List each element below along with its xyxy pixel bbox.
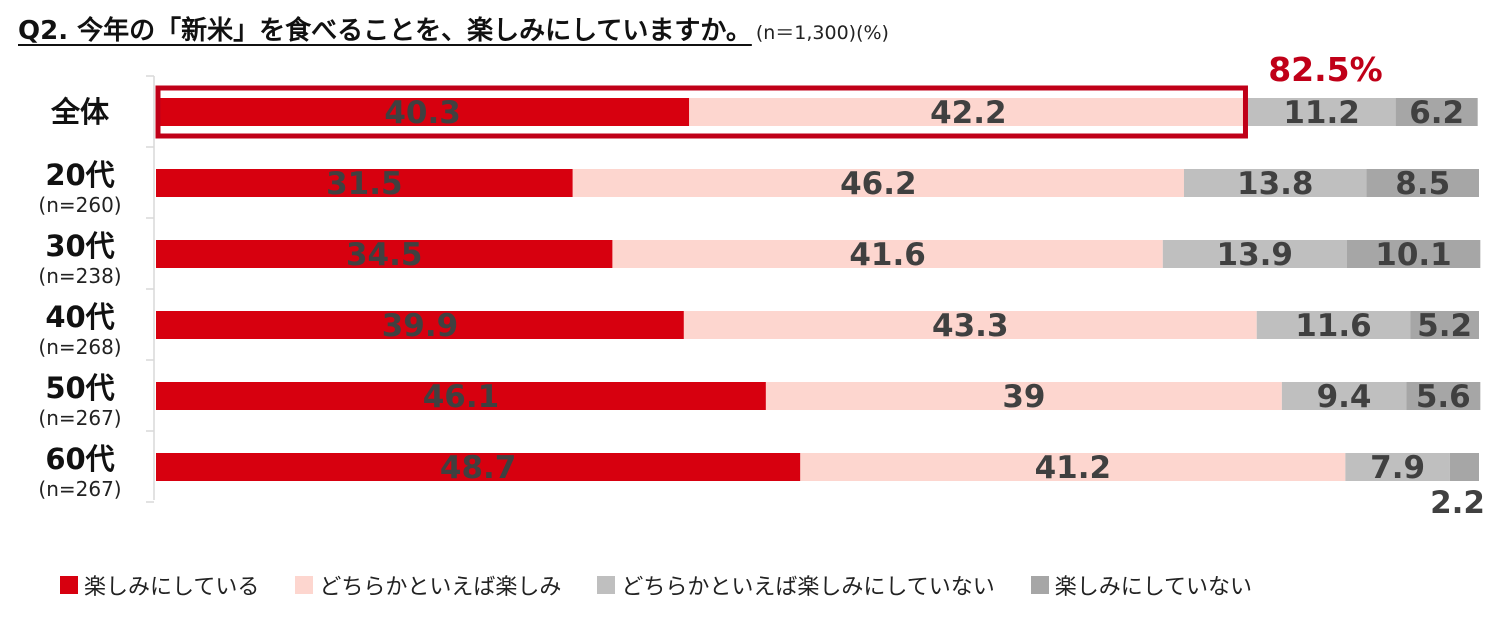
data-label: 9.4 <box>1317 379 1372 415</box>
chart-legend: 楽しみにしている どちらかといえば楽しみ どちらかといえば楽しみにしていない 楽しみに… <box>60 568 1288 602</box>
legend-swatch <box>597 576 616 594</box>
data-label: 5.2 <box>1417 308 1472 344</box>
category-sample-size: (n=238) <box>38 264 121 288</box>
category-label: 20代 <box>45 158 114 192</box>
legend-item: どちらかといえば楽しみにしていない <box>597 569 995 601</box>
legend-label: 楽しみにしていない <box>1054 575 1253 600</box>
bar-segment <box>1183 169 1367 197</box>
highlight-box <box>155 85 1248 139</box>
data-label: 39 <box>1002 379 1045 415</box>
data-label: 34.5 <box>346 237 423 273</box>
category-sample-size: (n=267) <box>38 477 121 501</box>
bar-segment <box>156 311 684 339</box>
chart-title: Q2. 今年の「新米」を食べることを、楽しみにしていますか。 <box>18 16 752 46</box>
legend-label: どちらかといえば楽しみ <box>319 575 562 600</box>
category-label: 30代 <box>45 229 114 263</box>
bar-segment <box>1410 311 1479 339</box>
data-label: 5.6 <box>1416 379 1471 415</box>
bar-segment <box>1256 311 1411 339</box>
category-label: 60代 <box>45 442 114 476</box>
bar-segment <box>156 453 801 481</box>
data-label: 46.2 <box>840 166 917 202</box>
data-label: 11.6 <box>1295 308 1372 344</box>
bar-segment <box>156 169 573 197</box>
highlight-total-label: 82.5% <box>1268 50 1383 89</box>
data-label: 11.2 <box>1283 95 1360 131</box>
legend-swatch <box>295 576 314 594</box>
bar-segment <box>1449 453 1479 481</box>
data-label: 48.7 <box>440 450 517 486</box>
data-label: 13.9 <box>1217 237 1294 273</box>
data-label: 40.3 <box>384 95 461 131</box>
legend-label: どちらかといえば楽しみにしていない <box>621 575 995 600</box>
bar-segment <box>1345 453 1450 481</box>
legend-item: 楽しみにしている <box>60 569 259 601</box>
bar-segment <box>1406 382 1481 410</box>
data-label: 2.2 <box>1430 485 1485 521</box>
category-sample-size: (n=260) <box>38 193 121 217</box>
data-label: 41.6 <box>849 237 926 273</box>
bar-segment <box>156 98 690 126</box>
bar-segment <box>612 240 1163 268</box>
bar-segment <box>765 382 1282 410</box>
legend-item: どちらかといえば楽しみ <box>295 569 561 601</box>
legend-label: 楽しみにしている <box>84 575 260 600</box>
sample-size-note: (n＝1,300)(%) <box>755 22 889 44</box>
bar-segment <box>156 382 766 410</box>
data-label: 8.5 <box>1395 166 1450 202</box>
data-label: 13.8 <box>1237 166 1314 202</box>
data-label: 6.2 <box>1409 95 1464 131</box>
data-label: 10.1 <box>1375 237 1452 273</box>
category-label: 50代 <box>45 371 114 405</box>
bar-segment <box>1395 98 1478 126</box>
legend-swatch <box>1030 576 1049 594</box>
bar-segment <box>1281 382 1407 410</box>
chart-title-row: Q2. 今年の「新米」を食べることを、楽しみにしていますか。 (n＝1,300)(… <box>18 10 889 50</box>
legend-swatch <box>60 576 78 594</box>
bar-segment <box>683 311 1257 339</box>
data-label: 46.1 <box>423 379 500 415</box>
data-label: 42.2 <box>930 95 1007 131</box>
bar-segment <box>1366 169 1479 197</box>
data-label: 43.3 <box>932 308 1009 344</box>
bar-segment <box>572 169 1184 197</box>
bar-segment <box>1346 240 1481 268</box>
category-label: 全体 <box>50 95 110 129</box>
bar-segment <box>689 98 1248 126</box>
bar-segment <box>800 453 1346 481</box>
bar-segment <box>1162 240 1347 268</box>
bar-segment <box>1247 98 1396 126</box>
data-label: 7.9 <box>1370 450 1425 486</box>
category-sample-size: (n=267) <box>38 406 121 430</box>
data-label: 31.5 <box>326 166 403 202</box>
data-label: 39.9 <box>382 308 459 344</box>
category-label: 40代 <box>45 300 114 334</box>
bar-segment <box>156 240 613 268</box>
legend-item: 楽しみにしていない <box>1030 569 1253 601</box>
category-sample-size: (n=268) <box>38 335 121 359</box>
data-label: 41.2 <box>1035 450 1112 486</box>
